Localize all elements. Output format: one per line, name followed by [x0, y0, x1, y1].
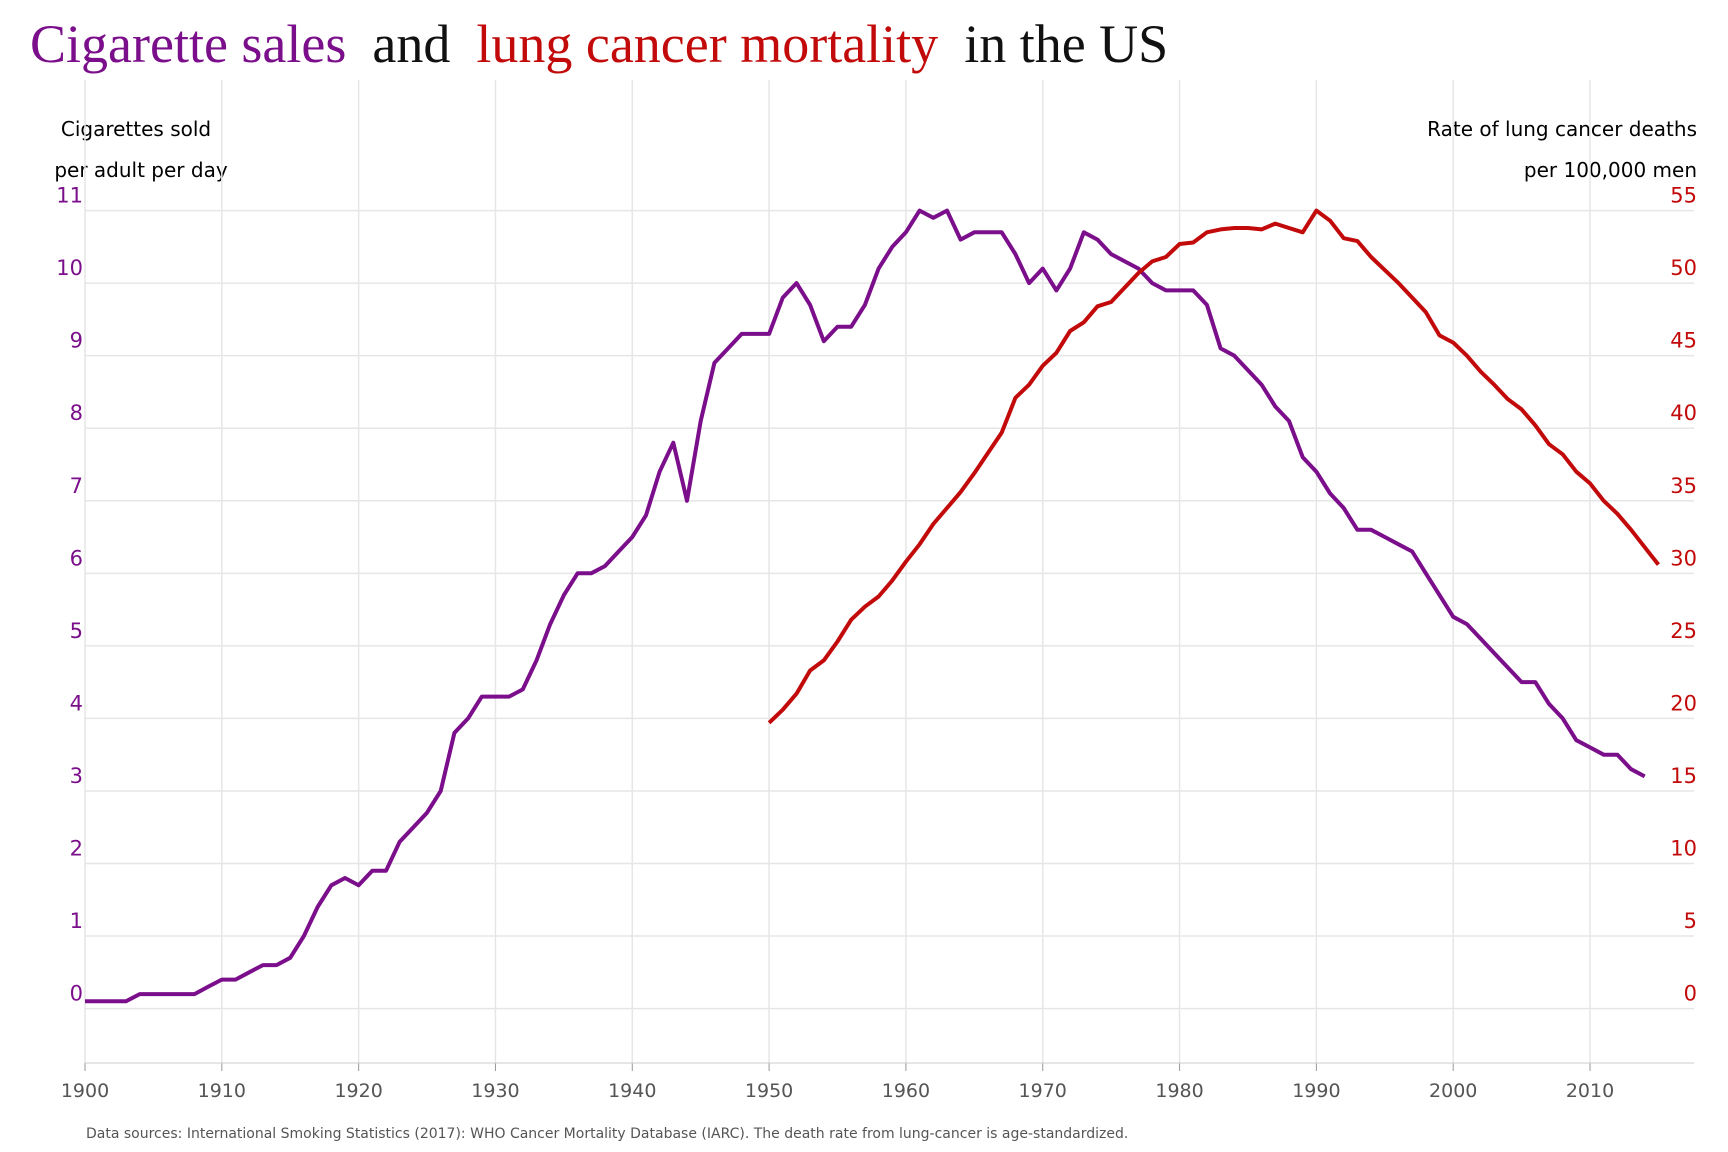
y2-tick-label: 40 [1670, 401, 1697, 425]
y-tick-label: 5 [70, 619, 83, 643]
y2-tick-label: 20 [1670, 691, 1697, 715]
y2-tick-label: 30 [1670, 546, 1697, 570]
y2-tick-label: 50 [1670, 256, 1697, 280]
y2-tick-label: 55 [1670, 184, 1697, 208]
x-tick-label: 1900 [61, 1080, 109, 1102]
y-axis-label: Cigarettes sold [61, 117, 211, 141]
series-line [767, 208, 1660, 725]
y-tick-label: 7 [70, 474, 83, 498]
x-tick-label: 1950 [745, 1080, 793, 1102]
y-axis-label: per adult per day [54, 158, 227, 182]
x-tick-label: 2000 [1429, 1080, 1477, 1102]
title-part: and [372, 14, 450, 74]
y-tick-label: 11 [56, 184, 83, 208]
y2-axis-label: Rate of lung cancer deaths [1427, 117, 1697, 141]
y-tick-label: 3 [70, 764, 83, 788]
y2-tick-label: 35 [1670, 474, 1697, 498]
x-tick-label: 1940 [608, 1080, 656, 1102]
x-tick-label: 1920 [334, 1080, 382, 1102]
x-tick-label: 1960 [882, 1080, 930, 1102]
series-line [85, 208, 1646, 1004]
y2-axis-label: per 100,000 men [1524, 158, 1697, 182]
title-part: lung cancer mortality [476, 14, 938, 74]
x-tick-label: 2010 [1566, 1080, 1614, 1102]
title-part: Cigarette sales [30, 14, 346, 74]
title-part: in the US [964, 14, 1168, 74]
y-tick-label: 8 [70, 401, 83, 425]
chart-title: Cigarette sales and lung cancer mortality i… [30, 14, 1168, 74]
y-tick-label: 2 [70, 836, 83, 860]
y-tick-label: 1 [70, 909, 83, 933]
y-tick-label: 0 [70, 982, 83, 1006]
x-tick-label: 1990 [1292, 1080, 1340, 1102]
x-tick-label: 1910 [198, 1080, 246, 1102]
y2-tick-label: 15 [1670, 764, 1697, 788]
y-tick-label: 9 [70, 329, 83, 353]
y2-tick-label: 10 [1670, 836, 1697, 860]
y-tick-label: 6 [70, 546, 83, 570]
y2-tick-label: 45 [1670, 329, 1697, 353]
x-tick-label: 1930 [471, 1080, 519, 1102]
y2-tick-label: 0 [1684, 982, 1697, 1006]
source-note: Data sources: International Smoking Stat… [86, 1126, 1128, 1142]
y2-tick-label: 5 [1684, 909, 1697, 933]
y2-tick-label: 25 [1670, 619, 1697, 643]
y-tick-label: 10 [56, 256, 83, 280]
x-tick-label: 1970 [1019, 1080, 1067, 1102]
x-tick-label: 1980 [1155, 1080, 1203, 1102]
y-tick-label: 4 [70, 691, 83, 715]
